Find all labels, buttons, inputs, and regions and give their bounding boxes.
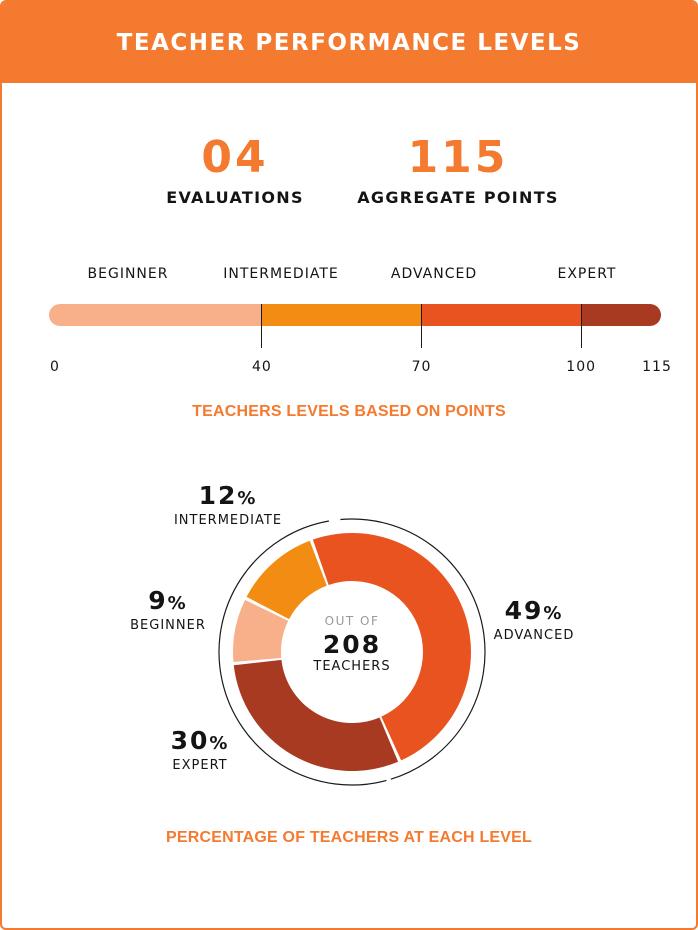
- points-level-bar: [49, 304, 661, 326]
- bar-tick-label-0: 0: [50, 359, 60, 375]
- slice-label-expert: 30% EXPERT: [140, 727, 260, 774]
- evaluations-label: EVALUATIONS: [166, 188, 304, 207]
- level-label-expert: EXPERT: [557, 266, 617, 282]
- bar-tick-label-70: 70: [411, 359, 432, 375]
- slice-label-intermediate: 12% INTERMEDIATE: [153, 482, 303, 529]
- slice-pct-intermediate: 12%: [198, 481, 258, 510]
- bar-tick-line-70: [421, 304, 423, 348]
- slice-name-beginner: BEGINNER: [130, 618, 206, 633]
- bar-tick-label-115: 115: [642, 359, 672, 375]
- donut-slice-beginner: [233, 599, 289, 662]
- bar-segment-intermediate: [261, 304, 422, 326]
- donut-center-out-of: OUT OF: [324, 614, 380, 628]
- aggregate-points-value: 115: [407, 132, 509, 183]
- slice-name-expert: EXPERT: [172, 758, 228, 773]
- bar-segment-expert: [581, 304, 661, 326]
- donut-outer-ring-left: [218, 520, 387, 786]
- bar-chart-caption: TEACHERS LEVELS BASED ON POINTS: [192, 403, 506, 420]
- evaluations-value: 04: [201, 132, 269, 183]
- slice-name-advanced: ADVANCED: [493, 628, 575, 643]
- bar-tick-line-100: [580, 304, 582, 348]
- donut-chart-caption: PERCENTAGE OF TEACHERS AT EACH LEVEL: [165, 829, 533, 846]
- bar-tick-label-40: 40: [251, 359, 272, 375]
- page-title: TEACHER PERFORMANCE LEVELS: [116, 29, 582, 56]
- bar-tick-line-40: [261, 304, 263, 348]
- donut-center-total: 208: [322, 630, 382, 659]
- donut-slice-intermediate: [246, 540, 327, 620]
- header-banner: TEACHER PERFORMANCE LEVELS: [2, 2, 696, 83]
- aggregate-points-label: AGGREGATE POINTS: [357, 188, 559, 207]
- bar-tick-label-100: 100: [566, 359, 597, 375]
- donut-slice-expert: [233, 659, 399, 771]
- slice-pct-beginner: 9%: [148, 586, 188, 615]
- slice-name-intermediate: INTERMEDIATE: [173, 513, 283, 528]
- donut-outer-ring-right: [340, 518, 486, 780]
- level-label-intermediate: INTERMEDIATE: [223, 266, 339, 282]
- level-label-beginner: BEGINNER: [87, 266, 169, 282]
- level-label-advanced: ADVANCED: [390, 266, 478, 282]
- bar-segment-advanced: [421, 304, 582, 326]
- donut-slice-advanced: [312, 532, 472, 761]
- slice-label-beginner: 9% BEGINNER: [108, 587, 228, 634]
- donut-center-teachers: TEACHERS: [313, 659, 391, 674]
- slice-label-advanced: 49% ADVANCED: [474, 597, 594, 644]
- slice-pct-expert: 30%: [170, 726, 230, 755]
- bar-segment-beginner: [49, 304, 262, 326]
- slice-pct-advanced: 49%: [504, 596, 564, 625]
- teacher-level-donut: [218, 518, 486, 786]
